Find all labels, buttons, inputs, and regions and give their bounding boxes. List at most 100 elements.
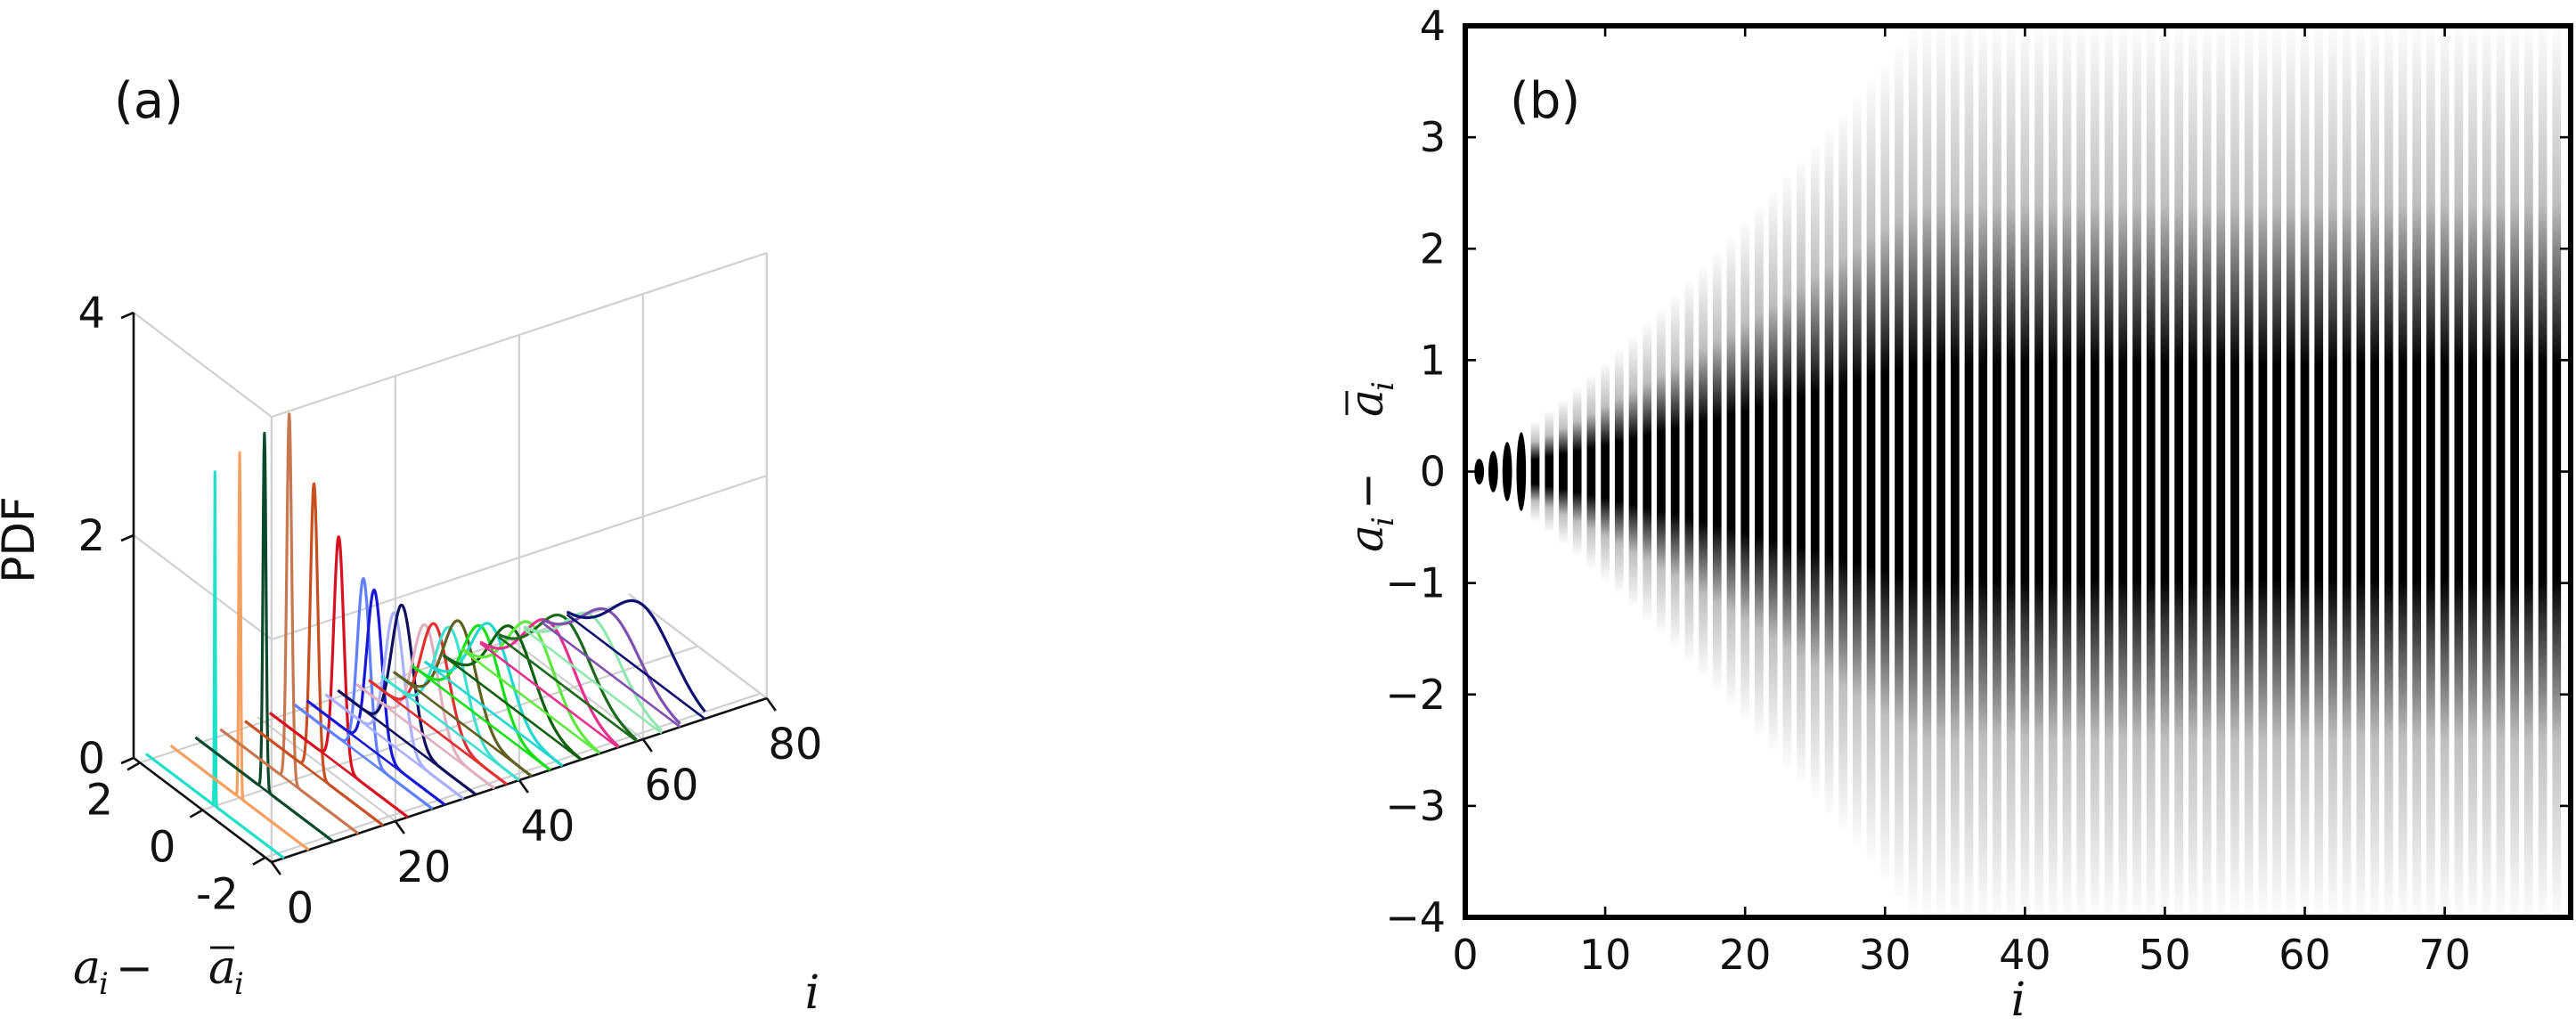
heatmap-column (2258, 26, 2268, 917)
series-baseline (442, 654, 583, 761)
series-pdf-curve (442, 624, 583, 761)
heatmap-column (2006, 26, 2016, 917)
grid-line (271, 474, 768, 641)
series-pdf-curve (541, 607, 681, 725)
series-pdf-curve (566, 598, 706, 712)
x-tick-label: 30 (1859, 931, 1912, 979)
series-baseline (479, 642, 619, 749)
i-tick (518, 779, 529, 794)
panel-a-i-axis-label: i (805, 966, 820, 1020)
heatmap-column (1670, 296, 1680, 647)
series-pdf-curve (219, 412, 360, 835)
heatmap-column (2356, 26, 2366, 917)
heatmap-column (1657, 310, 1666, 633)
heatmap-column (1545, 411, 1554, 533)
ylabel-sub-i-2: i (1365, 381, 1401, 391)
panel-a-label: (a) (114, 72, 183, 130)
heatmap-column (2300, 26, 2310, 917)
heatmap-column (2510, 26, 2520, 917)
heatmap-column (2020, 26, 2030, 917)
series-pdf-curve (244, 482, 384, 826)
heatmap-column (1488, 451, 1498, 493)
heatmap-column (2286, 26, 2295, 917)
deviation-tick-label: 0 (149, 823, 176, 873)
heatmap-column (1978, 26, 1988, 917)
series-pdf-curve (368, 622, 508, 786)
heatmap-column (2118, 26, 2128, 917)
heatmap-column (2244, 26, 2254, 917)
z-tick (120, 756, 135, 765)
heatmap-column (2174, 26, 2184, 917)
y-tick-label: −4 (1385, 893, 1446, 941)
z-tick-label: 0 (77, 734, 105, 784)
heatmap-column (1530, 421, 1540, 522)
heatmap-column (2314, 26, 2324, 917)
deviation-tick-label: 2 (86, 775, 113, 825)
heatmap-column (1782, 176, 1792, 767)
y-tick-label: −2 (1385, 671, 1446, 719)
xlabel-sub-i: i (99, 966, 109, 1002)
heatmap-column (2412, 26, 2422, 917)
heatmap-column (2160, 26, 2170, 917)
grid-line (133, 312, 273, 418)
panel-b-label: (b) (1510, 72, 1580, 130)
heatmap-column (2188, 26, 2197, 917)
x-tick-label: 20 (1719, 931, 1772, 979)
series-pdf-curve (324, 611, 465, 801)
heatmap-column (1572, 387, 1582, 556)
heatmap-column (1922, 26, 1932, 917)
heatmap-column (2216, 26, 2226, 917)
heatmap-column (1824, 129, 1834, 814)
heatmap-column (1586, 375, 1596, 568)
y-tick-label: 3 (1420, 113, 1446, 161)
heatmap-column (1726, 238, 1736, 705)
series-baseline (523, 628, 663, 735)
heatmap-column (1993, 26, 2001, 917)
i-tick-label: 0 (287, 884, 314, 933)
y-tick-label: −1 (1385, 559, 1446, 607)
heatmap-column (2062, 26, 2072, 917)
heatmap-column (1643, 323, 1652, 620)
heatmap-column (2482, 26, 2491, 917)
heatmap-column (1936, 26, 1945, 917)
series-pdf-curve (461, 620, 601, 754)
heatmap-column (1712, 252, 1722, 691)
heatmap-column (2091, 26, 2099, 917)
heatmap-column (2454, 26, 2464, 917)
i-tick-label: 80 (768, 720, 822, 770)
series-pdf-curve (293, 577, 434, 810)
x-tick-label: 60 (2278, 931, 2331, 979)
xlabel-minus: − (116, 942, 153, 994)
heatmap-column (2202, 26, 2212, 917)
heatmap-column (1684, 281, 1694, 662)
heatmap-column (2328, 26, 2337, 917)
panel-b-x-axis-label: i (2011, 973, 2026, 1026)
xlabel-a: a (73, 941, 101, 995)
x-tick-label: 50 (2139, 931, 2191, 979)
heatmap-column (2076, 26, 2086, 917)
x-tick-label: 40 (1999, 931, 2051, 979)
x-tick-label: 70 (2418, 931, 2471, 979)
y-tick-label: 4 (1420, 2, 1446, 50)
x-tick-label: 0 (1452, 931, 1478, 979)
heatmap-column (2384, 26, 2393, 917)
series-pdf-curve (306, 588, 446, 806)
heatmap-column (2496, 26, 2506, 917)
deviation-tick-label: -2 (196, 870, 239, 920)
z-tick-label: 4 (77, 289, 105, 338)
panel-b-y-axis-label: a i − a i (1341, 381, 1401, 552)
heatmap-column (1516, 432, 1527, 511)
series-pdf-curve (268, 535, 409, 818)
heatmap-column (1601, 362, 1610, 581)
series-pdf-curve (144, 470, 285, 859)
i-tick (394, 820, 405, 835)
deviation-tick (189, 809, 204, 818)
ylabel-a: a (1341, 525, 1394, 552)
y-tick-label: −3 (1385, 782, 1446, 830)
grid-line (628, 593, 768, 699)
panel-b-heatmap-columns (1474, 26, 2562, 917)
